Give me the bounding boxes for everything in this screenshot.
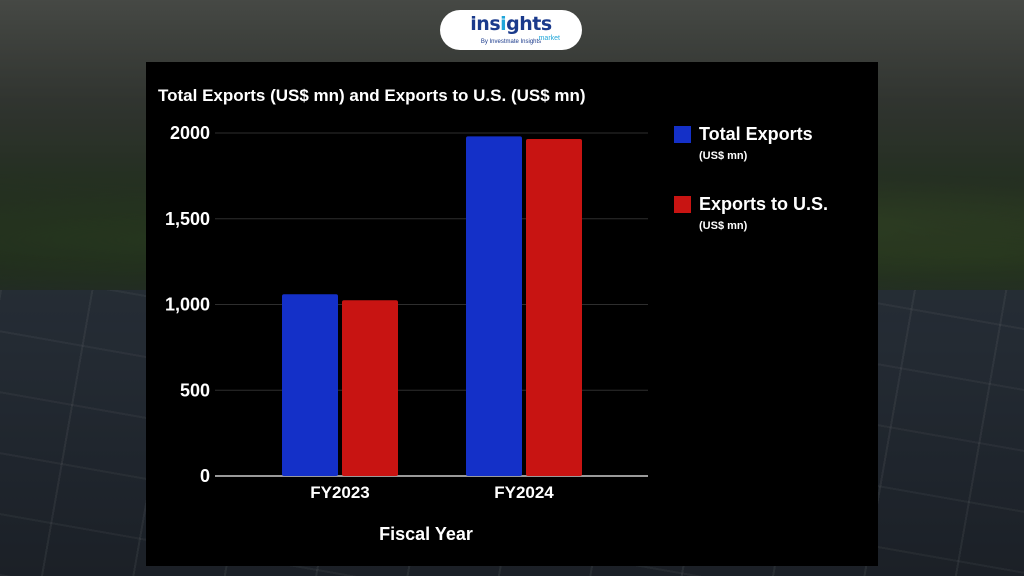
legend-unit-exports-to-us: (US$ mn) bbox=[699, 220, 748, 232]
y-tick-label: 0 bbox=[200, 466, 210, 486]
y-tick-labels: 0 500 1,000 1,500 2000 bbox=[165, 123, 210, 486]
legend-label-exports-to-us: Exports to U.S. bbox=[699, 194, 829, 214]
bar-exports-to-us-fy2024 bbox=[526, 139, 582, 476]
logo-byline: By Investmate Insights bbox=[480, 39, 542, 45]
x-tick-label-fy2023: FY2023 bbox=[310, 483, 370, 502]
y-tick-label: 2000 bbox=[170, 123, 210, 143]
x-tick-label-fy2024: FY2024 bbox=[494, 483, 554, 502]
y-tick-label: 1,500 bbox=[165, 209, 210, 229]
logo-wordmark: insights bbox=[470, 13, 552, 35]
bar-exports-to-us-fy2023 bbox=[342, 300, 398, 476]
bar-total-exports-fy2023 bbox=[282, 294, 338, 476]
legend-label-total-exports: Total Exports bbox=[699, 124, 813, 144]
x-tick-labels: FY2023 FY2024 bbox=[310, 483, 554, 502]
y-tick-label: 500 bbox=[180, 380, 210, 400]
chart-title: Total Exports (US$ mn) and Exports to U.… bbox=[158, 86, 586, 105]
bars bbox=[282, 136, 582, 476]
legend-swatch-exports-to-us bbox=[674, 196, 691, 213]
logo-market-text: market bbox=[538, 35, 560, 42]
legend-unit-total-exports: (US$ mn) bbox=[699, 150, 748, 162]
x-axis-title: Fiscal Year bbox=[379, 524, 473, 544]
y-tick-label: 1,000 bbox=[165, 295, 210, 315]
legend-swatch-total-exports bbox=[674, 126, 691, 143]
insights-market-logo: insights market By Investmate Insights bbox=[440, 10, 582, 50]
gridlines bbox=[215, 132, 648, 477]
bar-total-exports-fy2024 bbox=[466, 136, 522, 476]
